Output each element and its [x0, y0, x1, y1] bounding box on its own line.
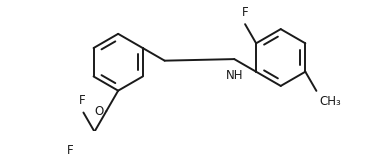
- Text: F: F: [79, 94, 86, 107]
- Text: NH: NH: [226, 69, 244, 82]
- Text: F: F: [66, 144, 73, 156]
- Text: F: F: [242, 6, 248, 19]
- Text: CH₃: CH₃: [319, 95, 341, 108]
- Text: O: O: [94, 105, 103, 118]
